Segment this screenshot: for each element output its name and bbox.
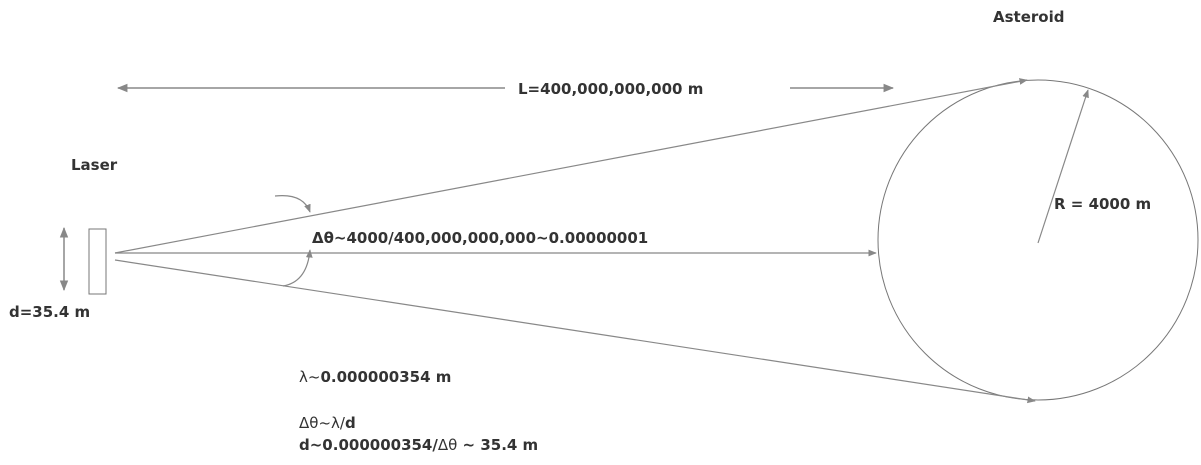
wavelength-value: 0.000000354 m [320,368,452,386]
angle-arc-upper [274,194,311,213]
asteroid-circle [877,79,1199,401]
laser-label: Laser [71,156,118,174]
wavelength-label: λ~0.000000354 m [299,368,451,386]
radius-arrow [1037,89,1089,244]
result-suffix: ~ 35.4 m [457,436,539,454]
diffraction-symbol: Δθ~λ/ [299,414,345,432]
aperture-label: d=35.4 m [9,303,91,321]
distance-label: L=400,000,000,000 m [518,80,704,98]
diffraction-d: d [344,414,356,432]
diffraction-formula: Δθ~λ/d [299,414,356,432]
asteroid-label: Asteroid [993,8,1065,26]
angle-arc-lower [282,249,313,287]
result-prefix: d~0.000000354/ [299,436,438,454]
lower-beam-line [114,259,1036,404]
upper-beam-line [114,78,1028,254]
result-formula: d~0.000000354/Δθ ~ 35.4 m [299,436,538,454]
laser-emitter [88,228,107,295]
result-symbol: Δθ [437,436,458,454]
radius-label: R = 4000 m [1054,195,1152,213]
angle-formula-label: Δθ~4000/400,000,000,000~0.00000001 [312,229,649,247]
wavelength-symbol: λ~ [299,368,321,386]
